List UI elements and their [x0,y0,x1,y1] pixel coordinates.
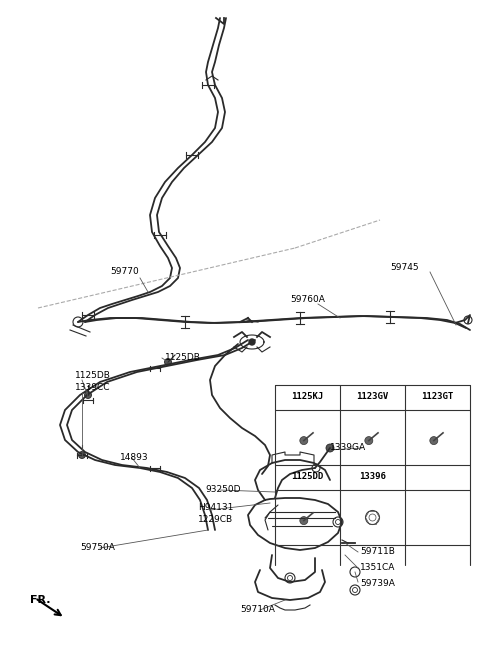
Circle shape [430,437,438,445]
Circle shape [326,444,334,452]
Circle shape [79,452,85,459]
Circle shape [249,339,255,345]
Text: FR.: FR. [30,595,50,605]
Text: 59745: 59745 [390,264,419,273]
Text: 1351CA: 1351CA [360,564,396,572]
Circle shape [365,437,373,445]
Text: 1339CC: 1339CC [75,384,110,393]
Text: 59710A: 59710A [240,605,275,614]
Text: 1229CB: 1229CB [198,516,233,524]
Text: 59760A: 59760A [290,295,325,305]
Text: 1125KJ: 1125KJ [291,392,324,400]
Text: H94131: H94131 [198,503,233,513]
Text: 59770: 59770 [110,268,139,277]
Circle shape [165,358,171,365]
Text: 13396: 13396 [359,472,386,481]
Text: 1125DD: 1125DD [291,472,324,481]
Text: 1125DB: 1125DB [165,354,201,362]
Text: 1123GV: 1123GV [356,392,389,400]
Text: 59739A: 59739A [360,579,395,588]
Circle shape [84,391,92,399]
Text: 1123GT: 1123GT [421,392,454,400]
Circle shape [300,437,308,445]
Text: 1125DB: 1125DB [75,371,111,380]
Circle shape [300,516,308,525]
Text: 1339GA: 1339GA [330,443,366,452]
Text: 59711B: 59711B [360,548,395,557]
Text: 59750A: 59750A [80,544,115,553]
Text: 14893: 14893 [120,454,149,463]
Text: 93250D: 93250D [205,485,240,494]
